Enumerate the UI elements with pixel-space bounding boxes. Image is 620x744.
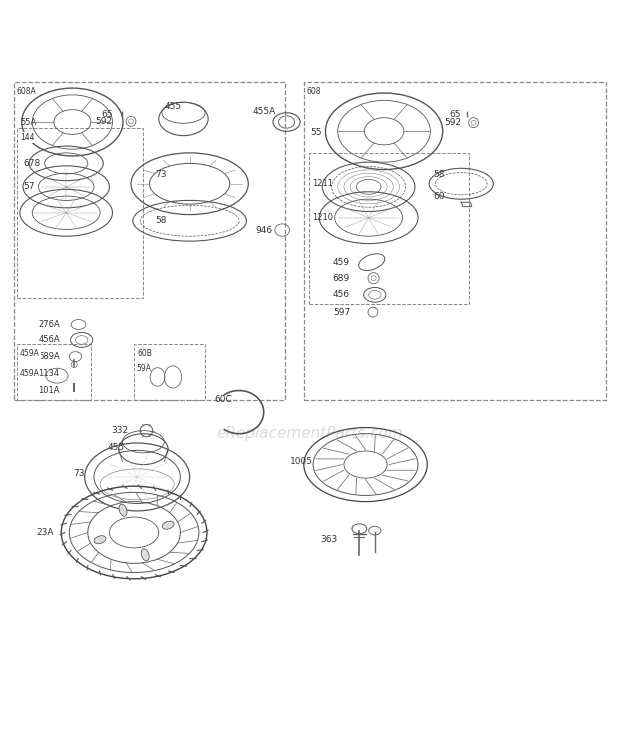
Text: 55: 55 [310, 128, 322, 137]
Text: 608: 608 [307, 87, 321, 96]
Text: 65: 65 [450, 109, 461, 118]
Bar [304, 82, 606, 400]
Text: 73: 73 [73, 469, 85, 478]
Text: 58: 58 [433, 170, 445, 179]
Text: 456A: 456A [38, 336, 60, 344]
Text: 60: 60 [433, 192, 445, 201]
Text: 57: 57 [23, 182, 35, 191]
Text: 597: 597 [333, 307, 350, 317]
Text: 60B: 60B [137, 349, 152, 358]
Text: 455: 455 [108, 443, 125, 452]
Bar [134, 344, 205, 400]
Text: 65: 65 [101, 109, 112, 118]
Bar [14, 82, 285, 400]
Ellipse shape [119, 504, 127, 516]
Ellipse shape [141, 549, 149, 561]
Text: 59A: 59A [136, 364, 151, 373]
Text: 58: 58 [156, 217, 167, 225]
Text: 608A: 608A [17, 87, 37, 96]
Text: 592: 592 [444, 118, 461, 127]
Text: 689A: 689A [38, 352, 60, 361]
Text: 459A: 459A [20, 369, 40, 378]
Bar [17, 128, 143, 298]
Ellipse shape [162, 522, 174, 529]
Bar [309, 153, 469, 304]
Text: 456: 456 [333, 290, 350, 299]
Text: 946: 946 [256, 225, 273, 234]
Text: 60C: 60C [215, 395, 232, 404]
Text: 459A: 459A [20, 349, 40, 358]
Text: eReplacementParts.com: eReplacementParts.com [216, 426, 404, 441]
Text: 455A: 455A [253, 107, 276, 116]
Text: 23A: 23A [37, 528, 54, 537]
Bar [17, 344, 91, 400]
Text: 144: 144 [20, 133, 34, 142]
Text: 276A: 276A [38, 320, 60, 329]
Text: 455: 455 [165, 102, 182, 111]
Text: 1211: 1211 [312, 179, 333, 188]
Text: 73: 73 [156, 170, 167, 179]
Text: 363: 363 [321, 536, 338, 545]
Text: 1210: 1210 [312, 214, 333, 222]
Ellipse shape [94, 536, 106, 544]
Text: 592: 592 [95, 117, 112, 126]
Text: 689: 689 [333, 274, 350, 283]
Text: 332: 332 [111, 426, 128, 435]
Text: 1005: 1005 [290, 457, 313, 466]
Text: 459: 459 [333, 257, 350, 266]
Text: 101A: 101A [38, 386, 60, 395]
Text: 55A: 55A [20, 118, 36, 126]
Text: 1134: 1134 [38, 369, 60, 378]
Text: 678: 678 [23, 159, 40, 168]
